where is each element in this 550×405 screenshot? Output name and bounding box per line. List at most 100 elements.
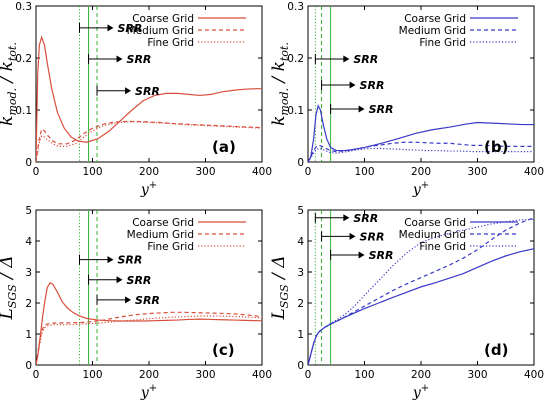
y-tick-label: 1 [297, 329, 304, 341]
y-axis-label-main: L [0, 308, 17, 320]
x-tick-label: 100 [354, 166, 374, 178]
series-line-dashed [36, 120, 262, 162]
y-axis-label-slash: / [0, 268, 17, 285]
x-tick-label: 300 [195, 369, 215, 381]
legend-label: Coarse Grid [404, 13, 466, 25]
srr-arrow-head [343, 55, 350, 63]
series-line-solid [308, 248, 534, 365]
y-axis-label-main: L [269, 308, 289, 320]
x-axis-label-sup: + [149, 180, 157, 191]
x-tick-label: 300 [195, 166, 215, 178]
legend-label: Medium Grid [399, 25, 466, 37]
panel-c: 0 100 200 300 400 0 1 2 3 4 5 SRR SRR SRR Coarse GridM… [0, 205, 272, 401]
x-tick-label: 200 [411, 166, 431, 178]
y-tick-label: 5 [25, 205, 32, 217]
srr-label: SRR [369, 103, 394, 116]
srr-arrow-head [349, 232, 356, 240]
y-tick-label: 4 [297, 236, 304, 248]
y-axis-label-slash: / [269, 268, 289, 285]
y-tick-label: 0.1 [15, 105, 32, 117]
y-axis-label: kmod. / ktot. [0, 42, 19, 126]
y-axis-label-slash: / [0, 71, 17, 88]
x-tick-label: 0 [305, 166, 312, 178]
x-tick-label: 200 [411, 369, 431, 381]
x-tick-label: 100 [82, 166, 102, 178]
y-axis-label-main: k [0, 116, 17, 126]
x-axis-label: y+ [140, 180, 157, 198]
series-line-dashed [308, 217, 534, 365]
panel-label: (d) [484, 341, 508, 359]
y-axis-label: kmod. / ktot. [269, 42, 291, 126]
x-tick-label: 0 [305, 369, 312, 381]
legend-label: Fine Grid [147, 37, 194, 49]
srr-label: SRR [360, 230, 385, 243]
series-line-dotted [36, 315, 262, 365]
y-tick-label: 2 [297, 298, 304, 310]
x-axis-label: y+ [140, 383, 157, 401]
x-axis-label-sup: + [149, 383, 157, 394]
x-tick-label: 400 [252, 166, 272, 178]
series-line-dotted [308, 147, 534, 162]
srr-label: SRR [118, 254, 143, 267]
legend-label: Medium Grid [127, 229, 194, 241]
x-tick-label: 0 [33, 166, 40, 178]
x-axis-label-sup: + [421, 383, 429, 394]
y-axis-label-sub: mod. [6, 88, 19, 116]
srr-arrow-head [107, 256, 114, 264]
x-tick-label: 400 [524, 369, 544, 381]
srr-label: SRR [135, 85, 160, 98]
y-axis-label-denom: k [269, 61, 289, 71]
y-axis-label-denom-sub: tot. [278, 42, 291, 61]
srr-arrow-head [116, 276, 123, 284]
x-axis-label-main: y [412, 182, 422, 198]
srr-arrow-head [116, 55, 123, 63]
x-axis-label-main: y [412, 385, 422, 401]
x-tick-label: 400 [524, 166, 544, 178]
legend-label: Medium Grid [399, 229, 466, 241]
legend-label: Coarse Grid [132, 13, 194, 25]
x-tick-label: 100 [82, 369, 102, 381]
y-axis-label-sub: SGS [6, 284, 19, 308]
srr-arrow-head [125, 87, 132, 95]
y-tick-label: 2 [25, 298, 32, 310]
legend-label: Coarse Grid [132, 217, 194, 229]
srr-arrow-head [358, 251, 365, 259]
series-line-dashed [308, 141, 534, 162]
y-axis-label-denom: Δ [0, 256, 17, 269]
panel-label: (a) [212, 138, 236, 156]
y-tick-label: 0.3 [287, 1, 304, 13]
x-axis-label: y+ [412, 180, 429, 198]
x-tick-label: 400 [252, 369, 272, 381]
y-axis-label-sub: SGS [278, 284, 291, 308]
x-axis-label-sup: + [421, 180, 429, 191]
x-tick-label: 300 [467, 166, 487, 178]
series-line-solid [308, 104, 534, 162]
y-axis-label-slash: / [269, 71, 289, 88]
y-tick-label: 4 [25, 236, 32, 248]
x-tick-label: 200 [139, 166, 159, 178]
x-tick-label: 0 [33, 369, 40, 381]
y-axis-label: LSGS / Δ [0, 256, 19, 321]
srr-label: SRR [353, 53, 378, 66]
y-axis-label: LSGS / Δ [269, 256, 291, 321]
srr-arrow-head [349, 81, 356, 89]
legend-label: Fine Grid [419, 241, 466, 253]
srr-label: SRR [118, 22, 143, 35]
x-axis-label: y+ [412, 383, 429, 401]
srr-label: SRR [127, 274, 152, 287]
srr-label: SRR [135, 294, 160, 307]
y-tick-label: 0.2 [287, 53, 304, 65]
y-axis-label-main: k [269, 116, 289, 126]
y-tick-label: 3 [297, 267, 304, 279]
y-tick-label: 0.2 [15, 53, 32, 65]
srr-label: SRR [353, 212, 378, 225]
y-axis-label-denom: k [0, 61, 17, 71]
x-tick-label: 300 [467, 369, 487, 381]
x-axis-label-main: y [140, 182, 150, 198]
legend-label: Fine Grid [419, 37, 466, 49]
legend-label: Medium Grid [127, 25, 194, 37]
y-axis-label-denom: Δ [269, 256, 289, 269]
srr-label: SRR [369, 249, 394, 262]
y-tick-label: 0 [297, 360, 304, 372]
